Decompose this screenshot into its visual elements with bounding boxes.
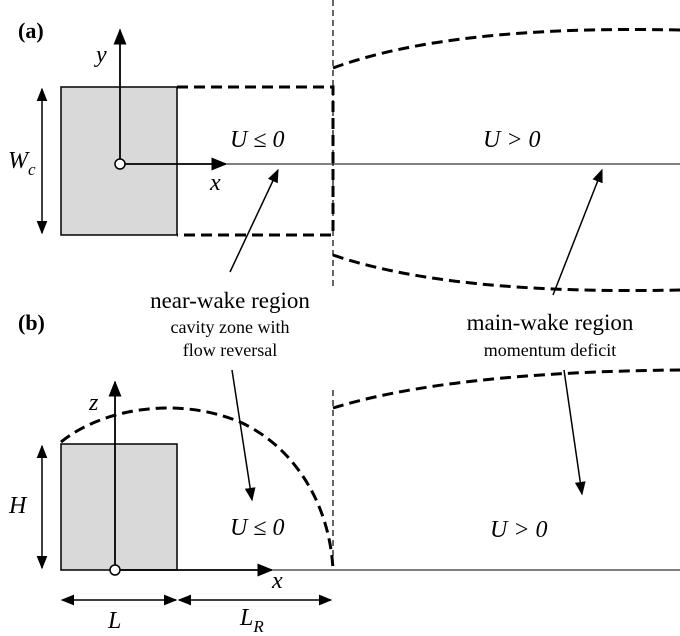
near-wake-desc-2: flow reversal xyxy=(183,340,277,360)
main-wake-title: main-wake region xyxy=(467,310,634,335)
reattachment-label: LR xyxy=(239,605,264,636)
x-axis-label-a: x xyxy=(209,170,221,196)
panel-a: (a) y x Wc U ≤ 0 U > 0 xyxy=(8,0,680,293)
annotations: near-wake region cavity zone with flow r… xyxy=(150,168,634,502)
height-label: H xyxy=(8,493,28,519)
main-wake-pointer-a xyxy=(552,168,603,296)
origin-marker-a xyxy=(114,158,126,170)
main-wake-lower-boundary-a xyxy=(332,253,680,293)
body-side-view xyxy=(60,443,178,571)
near-flow-label-b: U ≤ 0 xyxy=(230,515,285,541)
panel-b: (b) z x H L LR U ≤ 0 U > 0 xyxy=(8,310,680,636)
z-axis-label: z xyxy=(88,390,99,416)
near-wake-title: near-wake region xyxy=(150,288,310,313)
main-wake-pointer-b xyxy=(563,369,586,496)
near-wake-pointer-b xyxy=(231,369,256,502)
main-wake-upper-boundary-a xyxy=(332,27,680,70)
main-flow-label-b: U > 0 xyxy=(490,517,548,543)
width-label: Wc xyxy=(8,148,36,179)
near-wake-box-a xyxy=(177,85,335,237)
x-axis-label-b: x xyxy=(271,568,283,594)
near-wake-desc-1: cavity zone with xyxy=(171,317,290,337)
length-label: L xyxy=(107,608,121,634)
near-wake-pointer-a xyxy=(229,168,279,273)
cavity-boundary xyxy=(60,406,335,571)
origin-marker-b xyxy=(109,564,121,576)
main-wake-boundary-b xyxy=(332,368,680,410)
main-wake-desc: momentum deficit xyxy=(484,340,616,360)
y-axis-label: y xyxy=(94,42,107,68)
main-flow-label-a: U > 0 xyxy=(483,127,541,153)
panel-a-label: (a) xyxy=(18,18,44,43)
panel-b-label: (b) xyxy=(18,310,45,335)
near-flow-label-a: U ≤ 0 xyxy=(230,127,285,153)
